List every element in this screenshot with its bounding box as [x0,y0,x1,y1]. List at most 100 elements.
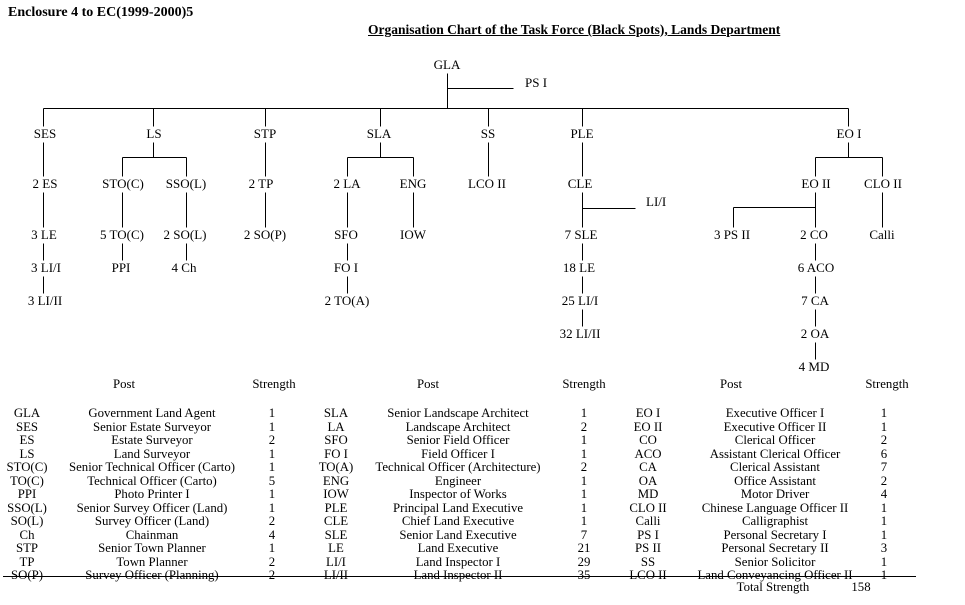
table-cell-abbr: CLE [323,514,349,528]
table-cell-post: Clerical Officer [734,433,816,447]
org-node-eo-ii: EO II [801,176,831,191]
table-cell-abbr: STP [15,541,39,555]
org-node-3-le: 3 LE [31,227,57,242]
table-cell-post: Chinese Language Officer II [701,500,849,515]
table-header-strength: Strength [865,377,909,391]
table-cell-abbr: EO I [635,406,661,420]
org-node-eng: ENG [399,176,427,191]
table-cell-strength: 2 [268,433,276,447]
table-cell-strength: 1 [880,500,888,515]
table-cell-abbr: SLA [323,406,349,420]
org-node-ses: SES [33,126,57,141]
table-cell-post: Landscape Architect [405,419,511,434]
table-cell-post: Chainman [125,527,179,542]
table-cell-post: Senior Solicitor [734,554,816,569]
table-cell-abbr: CLO II [629,500,667,515]
table-cell-abbr: CA [639,460,657,474]
table-cell-strength: 2 [268,568,276,582]
table-cell-abbr: SO(L) [10,514,44,528]
table-cell-abbr: Ch [19,527,35,542]
table-cell-post: Photo Printer I [114,487,190,501]
table-cell-abbr: SSO(L) [7,500,47,515]
org-node-ps-i: PS I [525,75,548,90]
table-cell-abbr: PS I [637,527,659,542]
table-cell-abbr: LI/II [323,568,349,582]
table-cell-strength: 1 [580,433,588,447]
org-node-4-ch: 4 Ch [171,260,197,275]
enclosure-reference: Enclosure 4 to EC(1999-2000)5 [8,5,194,20]
table-cell-strength: 1 [268,446,276,461]
table-cell-post: Survey Officer (Land) [94,514,210,528]
org-node-2-es: 2 ES [32,176,58,191]
table-cell-strength: 2 [268,554,276,569]
table-cell-abbr: SS [640,554,656,569]
table-cell-post: Technical Officer (Carto) [87,473,217,488]
table-cell-post: Technical Officer (Architecture) [375,460,541,474]
table-cell-strength: 1 [580,514,588,528]
table-cell-abbr: PS II [635,541,661,555]
org-node-iow: IOW [400,227,426,242]
org-node-sso-l: SSO(L) [165,176,207,191]
table-cell-abbr: SLE [324,527,348,542]
table-cell-strength: 1 [580,487,588,501]
table-cell-strength: 1 [268,487,276,501]
table-cell-strength: 1 [268,500,276,515]
org-node-sla: SLA [366,126,392,141]
table-cell-post: Assistant Clerical Officer [709,446,841,461]
table-cell-post: Engineer [434,473,482,488]
table-cell-abbr: MD [637,487,659,501]
table-cell-strength: 1 [880,527,888,542]
org-node-ple: PLE [570,126,594,141]
table-cell-strength: 6 [880,446,888,461]
org-node-sto-c: STO(C) [102,176,144,191]
table-cell-strength: 7 [880,460,888,474]
table-cell-post: Principal Land Executive [392,500,524,515]
table-cell-post: Calligraphist [741,514,809,528]
table-cell-post: Estate Surveyor [111,433,193,447]
table-cell-strength: 1 [268,419,276,434]
table-cell-post: Chief Land Executive [401,514,515,528]
table-cell-abbr: LCO II [629,568,667,582]
table-cell-abbr: LI/I [326,554,346,569]
table-cell-abbr: ACO [634,446,662,461]
table-cell-post: Executive Officer II [723,419,827,434]
table-cell-strength: 2 [580,419,588,434]
page-title: Organisation Chart of the Task Force (Bl… [368,22,781,37]
org-node-18-le: 18 LE [562,260,596,275]
table-cell-strength: 4 [880,487,888,501]
table-header-post: Post [719,377,743,391]
table-cell-abbr: ES [19,433,35,447]
table-cell-strength: 2 [880,433,888,447]
table-cell-strength: 1 [580,446,588,461]
table-cell-post: Senior Estate Surveyor [93,419,211,434]
table-header-strength: Strength [252,377,296,391]
table-cell-post: Senior Town Planner [98,541,206,555]
table-cell-strength: 29 [577,554,591,569]
table-cell-strength: 1 [580,473,588,488]
table-cell-abbr: EO II [633,419,663,434]
table-cell-post: Field Officer I [421,446,495,461]
table-cell-strength: 1 [880,554,888,569]
table-cell-abbr: IOW [323,487,349,501]
table-cell-abbr: SFO [324,433,348,447]
org-node-cle: CLE [567,176,593,191]
table-cell-post: Land Conveyancing Officer II [697,568,853,582]
table-cell-strength: 4 [268,527,276,542]
table-cell-abbr: PPI [17,487,37,501]
table-cell-strength: 1 [580,500,588,515]
table-cell-post: Senior Technical Officer (Carto) [69,460,235,474]
org-node-ppi: PPI [111,260,131,275]
table-cell-strength: 1 [268,541,276,555]
table-cell-strength: 1 [880,568,888,582]
table-cell-abbr: OA [638,473,658,488]
org-node-sfo: SFO [334,227,358,242]
org-node-3-li-i: 3 LI/I [31,260,61,275]
org-node-2-la: 2 LA [333,176,361,191]
org-node-stp: STP [253,126,277,141]
table-cell-strength: 1 [268,460,276,474]
total-strength-value: 158 [851,580,871,594]
table-cell-abbr: TO(C) [10,473,44,488]
table-cell-post: Land Inspector II [413,568,503,582]
